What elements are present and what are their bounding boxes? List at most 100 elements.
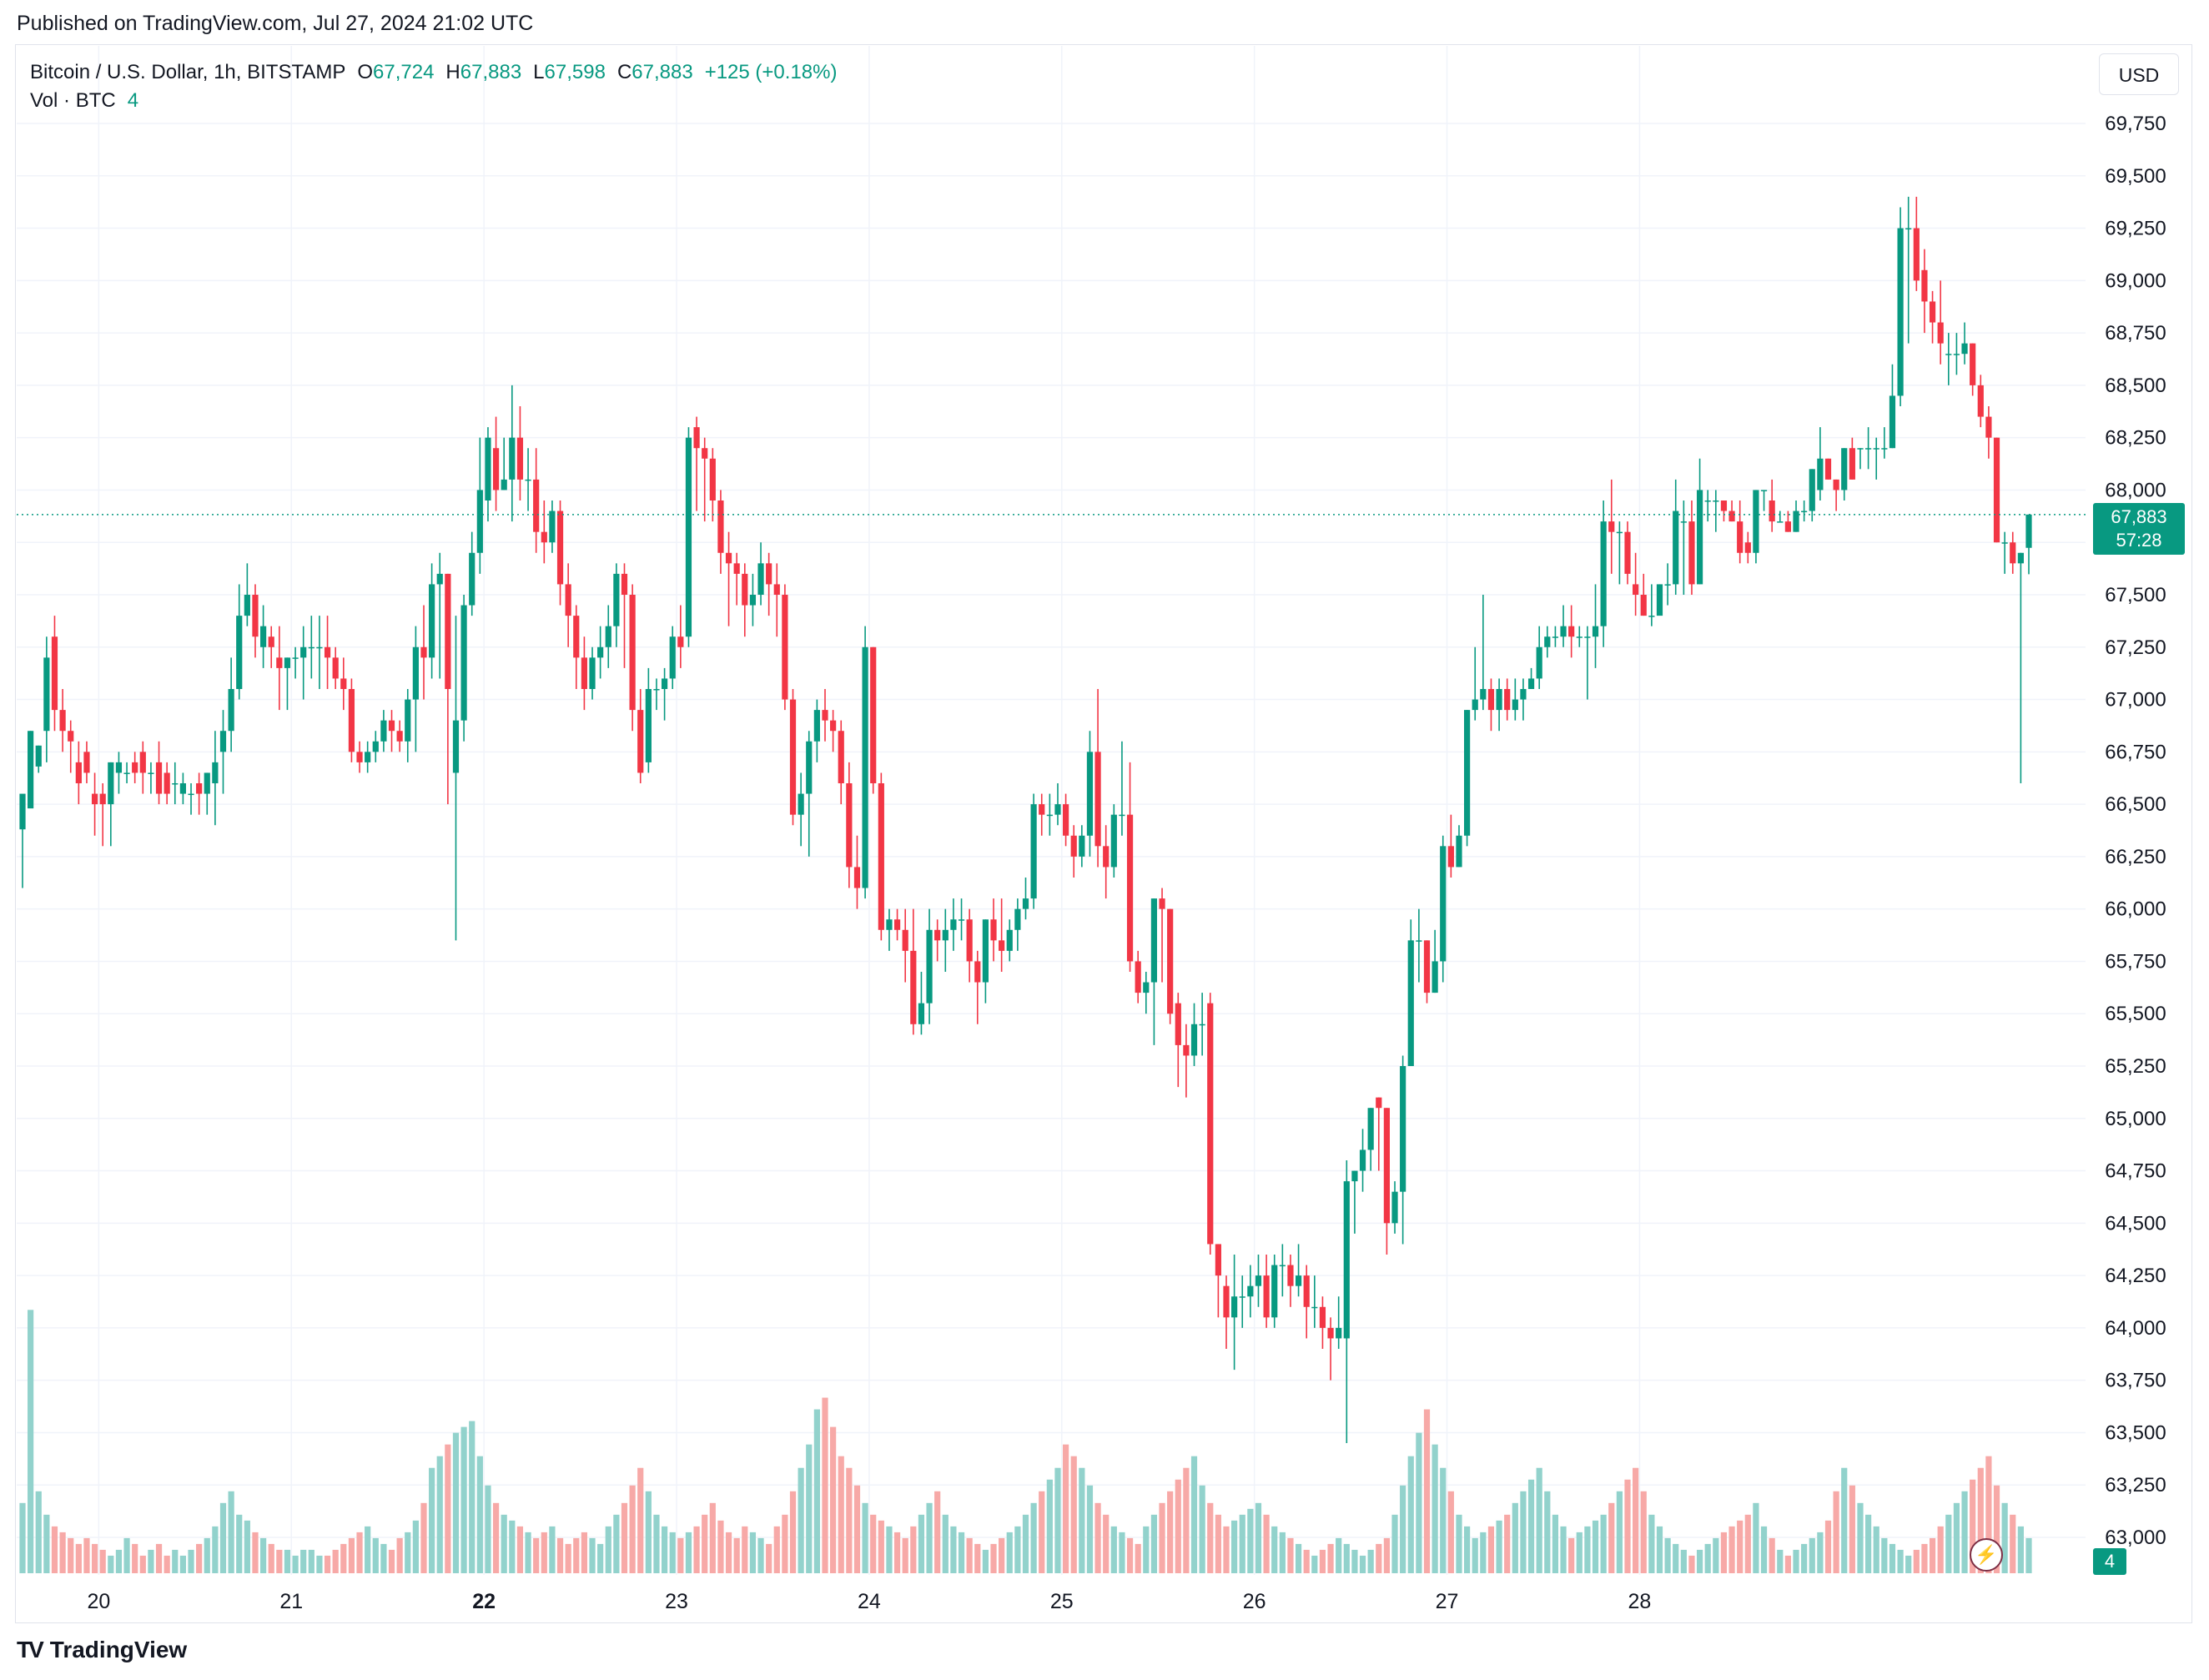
volume-bar (1600, 1514, 1607, 1573)
candle-body (1737, 521, 1744, 553)
candle (1688, 500, 1695, 595)
candle (19, 793, 26, 888)
volume-bar (340, 1543, 347, 1573)
volume-label[interactable]: Vol · BTC (30, 89, 116, 112)
candle (934, 919, 941, 962)
candle (822, 689, 828, 742)
candle (212, 731, 219, 826)
volume-bar (717, 1520, 724, 1573)
time-tick-label: 27 (1436, 1590, 1459, 1613)
symbol-title[interactable]: Bitcoin / U.S. Dollar, 1h, BITSTAMP (30, 61, 346, 83)
candle-body (605, 626, 611, 647)
candle-body (1688, 521, 1695, 585)
price-tick-label: 67,250 (2105, 636, 2166, 659)
candle-body (204, 772, 210, 794)
candle (1833, 479, 1839, 511)
price-tick-label: 66,750 (2105, 741, 2166, 763)
candle-body (1103, 846, 1110, 868)
candle-body (1809, 469, 1815, 511)
candle-body (509, 437, 516, 480)
candle-body (1970, 343, 1976, 385)
candle (1311, 1275, 1318, 1328)
volume-bar (1977, 1467, 1984, 1573)
candle (541, 500, 547, 564)
volume-bar (268, 1543, 274, 1573)
candle-body (2025, 514, 2032, 548)
volume-bar (549, 1526, 556, 1573)
candle-body (300, 646, 307, 658)
candle (653, 678, 660, 711)
candle (1263, 1255, 1270, 1328)
candle (332, 646, 339, 689)
candle (1167, 908, 1174, 1024)
candle (276, 626, 283, 711)
candle (1696, 458, 1703, 585)
lightning-icon[interactable]: ⚡ (1970, 1538, 2003, 1572)
volume-bar (292, 1555, 299, 1573)
candle (1150, 898, 1158, 1045)
candle-body (139, 752, 146, 773)
volume-bar (99, 1549, 106, 1573)
candle-body (420, 646, 427, 658)
volume-bar (1063, 1444, 1069, 1573)
candle (1824, 458, 1832, 480)
volume-bar (1865, 1514, 1872, 1573)
candle-body (380, 720, 387, 742)
candle (581, 636, 587, 711)
candle-body (1961, 343, 1968, 355)
candle (999, 898, 1005, 972)
candle-body (1207, 1003, 1214, 1245)
candle-body (1616, 531, 1623, 534)
candle-body (212, 762, 219, 783)
volume-bar (1961, 1491, 1968, 1573)
tradingview-brand[interactable]: TV TradingView (17, 1637, 187, 1663)
volume-bar (1696, 1549, 1703, 1573)
candle-body (886, 919, 893, 930)
price-tick-label: 67,500 (2105, 584, 2166, 606)
candle-body (1849, 448, 1855, 480)
candle-body (1624, 531, 1631, 574)
volume-bar (1150, 1514, 1158, 1573)
open-value: 67,724 (373, 61, 435, 83)
candle (492, 416, 500, 511)
currency-button[interactable]: USD (2099, 53, 2179, 95)
price-tick-label: 64,000 (2105, 1317, 2166, 1340)
candle-body (1190, 1024, 1198, 1056)
candle-body (35, 745, 42, 767)
candle (1199, 993, 1205, 1056)
volume-bar (1937, 1526, 1944, 1573)
candle-body (1777, 521, 1784, 523)
candle-body (1135, 961, 1141, 993)
candle-body (1977, 385, 1984, 417)
candle-body (918, 1003, 925, 1024)
candle-body (308, 646, 314, 649)
candle-body (1440, 846, 1447, 962)
volume-bar (1231, 1520, 1238, 1573)
candle-body (91, 793, 98, 805)
candle (1407, 919, 1414, 1066)
candle-body (1728, 511, 1735, 522)
volume-bar (1985, 1456, 1992, 1573)
volume-bar (1327, 1543, 1334, 1573)
candle (1472, 646, 1478, 721)
candle-body (1423, 940, 1431, 993)
volume-bar (1777, 1549, 1784, 1573)
volume-bar (1592, 1520, 1599, 1573)
candle (773, 563, 780, 637)
brand-name: TradingView (49, 1637, 188, 1662)
candle-body (1993, 437, 2000, 543)
volume-bar (910, 1526, 917, 1573)
volume-bar (733, 1537, 740, 1573)
candle (1527, 667, 1535, 689)
price-tick-label: 68,750 (2105, 322, 2166, 345)
chart-frame[interactable] (15, 44, 2192, 1623)
candle-body (1223, 1285, 1230, 1318)
volume-bar (501, 1514, 507, 1573)
candle-body (1784, 521, 1791, 532)
candle (43, 636, 50, 762)
candle-body (276, 657, 283, 668)
volume-bar (1440, 1467, 1447, 1573)
candle (886, 908, 893, 951)
volume-row: Vol · BTC 4 (30, 87, 848, 115)
